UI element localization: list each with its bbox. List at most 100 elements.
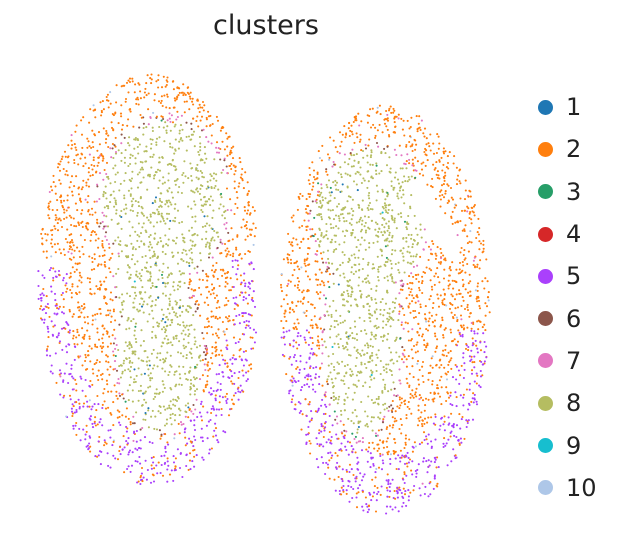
scatter-point-2400 <box>127 465 130 468</box>
scatter-point-826 <box>94 313 97 316</box>
scatter-point-511 <box>198 103 201 106</box>
scatter-point-2151 <box>102 127 105 130</box>
scatter-point-1453 <box>109 365 112 368</box>
scatter-point-2605 <box>451 279 454 282</box>
scatter-point-4646 <box>379 411 382 414</box>
scatter-point-4029 <box>386 453 389 456</box>
scatter-point-2108 <box>108 258 111 261</box>
scatter-point-4600 <box>307 373 310 376</box>
scatter-point-2849 <box>355 153 358 156</box>
scatter-point-1540 <box>198 355 201 358</box>
scatter-point-4512 <box>470 218 473 221</box>
scatter-point-3105 <box>295 367 298 370</box>
scatter-point-4177 <box>417 322 420 325</box>
scatter-point-252 <box>240 173 243 176</box>
scatter-point-2982 <box>405 143 408 147</box>
scatter-point-2927 <box>350 485 353 489</box>
scatter-point-4318 <box>436 387 439 390</box>
scatter-point-4945 <box>431 320 434 323</box>
scatter-point-4701 <box>444 257 447 260</box>
scatter-point-2474 <box>95 170 98 173</box>
scatter-point-1501 <box>175 118 178 121</box>
scatter-point-4025 <box>455 316 458 319</box>
scatter-point-125 <box>215 414 218 417</box>
scatter-point-4813 <box>436 338 439 341</box>
scatter-point-1612 <box>89 108 92 111</box>
scatter-point-2091 <box>214 399 217 402</box>
scatter-point-4038 <box>420 396 423 399</box>
scatter-point-4296 <box>384 209 387 212</box>
scatter-point-3286 <box>347 484 350 488</box>
scatter-point-3152 <box>472 263 475 266</box>
scatter-point-3335 <box>434 392 437 395</box>
scatter-point-3466 <box>464 271 467 274</box>
scatter-point-4935 <box>470 241 473 244</box>
scatter-point-717 <box>129 156 132 159</box>
scatter-point-1965 <box>189 419 192 422</box>
scatter-point-185 <box>150 78 153 81</box>
scatter-point-4000 <box>290 363 293 366</box>
scatter-point-4896 <box>467 419 470 422</box>
scatter-point-2472 <box>189 388 192 391</box>
scatter-point-3787 <box>419 494 422 497</box>
scatter-point-1204 <box>176 115 179 119</box>
scatter-point-906 <box>76 246 79 249</box>
scatter-point-4672 <box>332 391 335 394</box>
scatter-point-398 <box>89 445 92 448</box>
scatter-point-1335 <box>126 264 130 267</box>
scatter-point-3995 <box>476 300 479 303</box>
scatter-point-3366 <box>462 299 465 302</box>
scatter-point-2343 <box>93 109 96 112</box>
scatter-point-638 <box>134 136 137 140</box>
scatter-point-4614 <box>328 305 331 308</box>
scatter-point-632 <box>75 421 78 425</box>
scatter-point-1988 <box>208 247 211 250</box>
scatter-point-3205 <box>381 217 384 220</box>
scatter-point-1531 <box>118 410 121 413</box>
scatter-point-1072 <box>134 322 138 325</box>
scatter-point-365 <box>139 197 142 200</box>
scatter-point-368 <box>81 186 84 189</box>
scatter-point-1950 <box>107 177 110 180</box>
scatter-point-4535 <box>322 236 325 239</box>
scatter-point-2748 <box>386 211 389 215</box>
scatter-point-2006 <box>140 404 144 407</box>
scatter-point-1216 <box>143 91 146 94</box>
scatter-point-1339 <box>201 436 204 439</box>
scatter-point-4980 <box>388 231 391 234</box>
scatter-point-2067 <box>74 424 77 427</box>
scatter-point-3314 <box>306 212 310 215</box>
scatter-point-3116 <box>375 164 378 167</box>
scatter-point-3254 <box>357 351 360 354</box>
scatter-point-3412 <box>341 304 345 307</box>
scatter-point-3448 <box>455 293 458 296</box>
scatter-point-4985 <box>368 491 371 494</box>
scatter-point-4841 <box>448 283 451 286</box>
scatter-point-360 <box>94 455 97 458</box>
scatter-point-4867 <box>303 336 306 339</box>
scatter-point-374 <box>236 206 239 209</box>
scatter-point-13 <box>150 246 154 249</box>
scatter-point-30 <box>175 168 178 171</box>
scatter-point-4359 <box>335 225 338 228</box>
scatter-point-3739 <box>462 352 465 355</box>
scatter-point-2550 <box>209 173 212 176</box>
scatter-point-3560 <box>299 354 302 357</box>
scatter-point-2517 <box>249 363 253 366</box>
scatter-point-4291 <box>389 458 392 461</box>
scatter-point-4671 <box>314 410 317 413</box>
scatter-point-1071 <box>199 259 202 262</box>
scatter-point-3584 <box>295 304 298 307</box>
scatter-point-4157 <box>382 207 385 210</box>
scatter-point-4278 <box>295 341 298 344</box>
scatter-point-3746 <box>370 398 373 402</box>
scatter-point-606 <box>42 250 45 253</box>
scatter-point-2558 <box>216 388 219 391</box>
scatter-point-3393 <box>306 378 309 381</box>
scatter-point-243 <box>152 317 155 320</box>
scatter-point-797 <box>86 201 89 204</box>
scatter-point-229 <box>157 74 160 77</box>
scatter-point-1374 <box>155 356 159 359</box>
scatter-point-4041 <box>343 429 346 432</box>
scatter-point-487 <box>164 433 167 436</box>
